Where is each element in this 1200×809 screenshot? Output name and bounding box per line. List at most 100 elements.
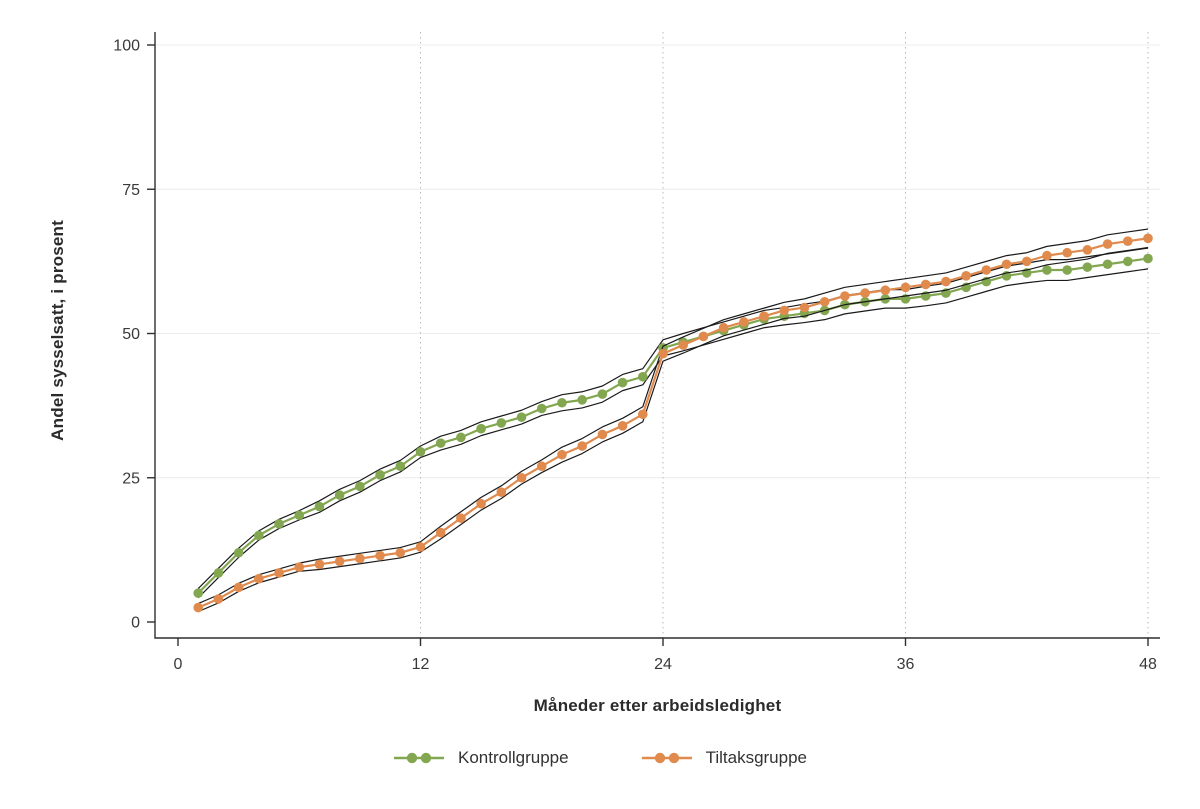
series-marker-tiltaksgruppe	[840, 291, 850, 301]
y-tick-label: 0	[131, 615, 140, 632]
series-marker-tiltaksgruppe	[1062, 247, 1072, 258]
x-tick-label: 48	[1139, 656, 1157, 673]
y-tick-label: 100	[113, 38, 140, 55]
series-marker-kontrollgruppe	[577, 395, 587, 405]
series-marker-kontrollgruppe	[1102, 259, 1113, 270]
legend: Kontrollgruppe Tiltaksgruppe	[0, 748, 1200, 768]
series-marker-tiltaksgruppe	[1021, 256, 1032, 267]
series-marker-kontrollgruppe	[233, 547, 244, 558]
series-marker-kontrollgruppe	[557, 397, 567, 408]
y-tick-label: 75	[122, 182, 140, 199]
series-marker-kontrollgruppe	[274, 519, 284, 529]
series-marker-tiltaksgruppe	[637, 409, 648, 420]
series-marker-tiltaksgruppe	[577, 441, 587, 451]
series-marker-kontrollgruppe	[254, 530, 264, 541]
series-marker-tiltaksgruppe	[1143, 233, 1153, 244]
x-tick-label: 36	[897, 656, 915, 673]
series-marker-kontrollgruppe	[355, 481, 365, 492]
series-marker-kontrollgruppe	[375, 470, 385, 480]
series-marker-tiltaksgruppe	[658, 348, 668, 359]
y-axis-title: Andel sysselsatt, i prosent	[48, 219, 67, 441]
series-marker-tiltaksgruppe	[435, 527, 446, 538]
series-marker-tiltaksgruppe	[395, 547, 406, 558]
series-marker-tiltaksgruppe	[799, 302, 810, 313]
series-marker-tiltaksgruppe	[678, 340, 689, 350]
legend-marker-kontrollgruppe	[394, 752, 444, 764]
series-marker-tiltaksgruppe	[900, 282, 911, 293]
y-axis-title-wrap: Andel sysselsatt, i prosent	[38, 0, 78, 660]
series-line-kontrollgruppe	[197, 257, 1149, 594]
x-axis-title: Måneder etter arbeidsledighet	[533, 696, 782, 715]
series-marker-kontrollgruppe	[193, 588, 204, 598]
x-tick-label: 0	[174, 656, 183, 673]
y-tick-label: 50	[122, 326, 140, 343]
series-marker-tiltaksgruppe	[334, 556, 345, 567]
series-marker-tiltaksgruppe	[476, 498, 486, 509]
series-marker-tiltaksgruppe	[860, 288, 870, 298]
series-marker-tiltaksgruppe	[557, 449, 567, 460]
series-marker-tiltaksgruppe	[355, 553, 365, 564]
legend-label-tiltaksgruppe: Tiltaksgruppe	[705, 748, 807, 767]
series-marker-tiltaksgruppe	[314, 559, 325, 570]
y-tick-label: 25	[122, 470, 140, 487]
axes	[154, 32, 1160, 639]
legend-dot	[406, 752, 418, 764]
series-marker-tiltaksgruppe	[597, 429, 608, 440]
series-marker-kontrollgruppe	[1122, 256, 1133, 267]
series-marker-kontrollgruppe	[536, 403, 547, 414]
series-marker-tiltaksgruppe	[415, 542, 426, 552]
series-marker-kontrollgruppe	[1143, 253, 1153, 264]
series-marker-tiltaksgruppe	[941, 276, 951, 287]
series-marker-tiltaksgruppe	[718, 322, 729, 333]
series-marker-tiltaksgruppe	[1122, 236, 1133, 246]
series-marker-tiltaksgruppe	[456, 513, 466, 523]
series-marker-tiltaksgruppe	[1001, 259, 1012, 270]
legend-dot	[420, 752, 432, 764]
ci-lower-tiltaksgruppe	[197, 246, 1149, 613]
series-marker-tiltaksgruppe	[213, 594, 224, 604]
series-marker-tiltaksgruppe	[233, 582, 244, 593]
series-marker-kontrollgruppe	[456, 432, 466, 443]
legend-dot	[654, 752, 665, 764]
series-marker-tiltaksgruppe	[739, 317, 749, 327]
series-marker-kontrollgruppe	[597, 389, 608, 399]
series-marker-tiltaksgruppe	[698, 331, 709, 342]
series-marker-tiltaksgruppe	[617, 421, 628, 431]
series-marker-kontrollgruppe	[1062, 265, 1072, 275]
series-marker-kontrollgruppe	[1082, 262, 1093, 272]
series-marker-tiltaksgruppe	[819, 296, 830, 307]
series-marker-tiltaksgruppe	[779, 305, 790, 316]
ci-upper-kontrollgruppe	[197, 247, 1149, 589]
series-marker-kontrollgruppe	[294, 510, 305, 521]
series-marker-kontrollgruppe	[617, 377, 628, 388]
series-marker-tiltaksgruppe	[496, 487, 507, 497]
series-marker-tiltaksgruppe	[759, 311, 769, 321]
chart-canvas: 0 25 50 75 100 0 12 24 36 48	[113, 32, 1160, 673]
series-marker-kontrollgruppe	[496, 418, 507, 428]
series-marker-tiltaksgruppe	[274, 568, 284, 578]
series-marker-tiltaksgruppe	[193, 602, 204, 613]
series-marker-tiltaksgruppe	[294, 562, 305, 572]
series-marker-kontrollgruppe	[476, 423, 486, 434]
series-marker-tiltaksgruppe	[920, 279, 931, 290]
series-marker-kontrollgruppe	[334, 490, 345, 500]
legend-item-tiltaksgruppe: Tiltaksgruppe	[641, 748, 807, 768]
series-marker-kontrollgruppe	[435, 438, 446, 448]
series-marker-kontrollgruppe	[314, 501, 325, 512]
series-marker-tiltaksgruppe	[536, 461, 547, 472]
series-marker-kontrollgruppe	[637, 371, 648, 382]
series-marker-tiltaksgruppe	[981, 265, 992, 275]
ci-lower-kontrollgruppe	[197, 268, 1149, 599]
series-marker-kontrollgruppe	[395, 461, 406, 472]
series-marker-tiltaksgruppe	[375, 550, 385, 561]
legend-dot	[668, 752, 679, 764]
series-marker-kontrollgruppe	[1042, 265, 1052, 275]
series-marker-tiltaksgruppe	[1042, 250, 1052, 261]
series-marker-tiltaksgruppe	[516, 472, 527, 483]
series-marker-tiltaksgruppe	[1082, 245, 1093, 255]
series-marker-kontrollgruppe	[415, 446, 426, 457]
x-tick-label: 12	[412, 656, 430, 673]
series-marker-kontrollgruppe	[516, 412, 527, 422]
series-marker-tiltaksgruppe	[961, 271, 971, 281]
